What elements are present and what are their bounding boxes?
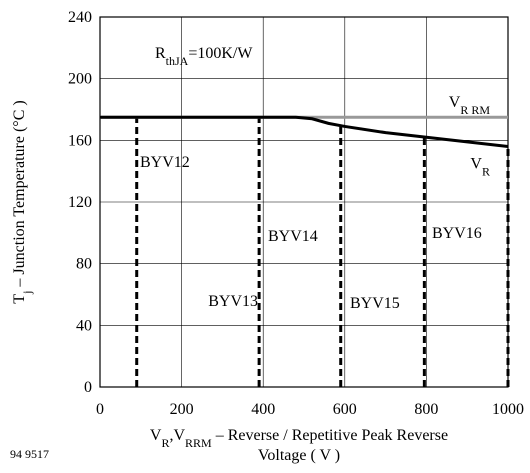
x-tick-label: 800 — [414, 401, 438, 418]
series-label-part: R — [482, 165, 490, 179]
device-label: BYV14 — [268, 228, 318, 245]
x-axis-label: VR,VRRM – Reverse / Repetitive Peak Reve… — [150, 427, 448, 450]
x-tick-label: 0 — [96, 401, 104, 418]
x-tick-label: 400 — [251, 401, 275, 418]
figure-number: 94 9517 — [10, 447, 49, 461]
x-axis-label-part: R — [161, 436, 169, 450]
y-tick-label: 40 — [76, 317, 92, 334]
device-label: BYV16 — [432, 225, 482, 242]
series-label: VR RM — [449, 94, 491, 117]
y-tick-label: 200 — [68, 71, 92, 88]
y-tick-label: 0 — [84, 379, 92, 396]
y-axis-label-part: – Junction Temperature (°C ) — [11, 100, 28, 290]
y-tick-label: 160 — [68, 132, 92, 149]
x-tick-label: 200 — [170, 401, 194, 418]
y-tick-label: 240 — [68, 9, 92, 26]
x-axis-label-part: V — [150, 427, 162, 444]
series-label-part: V — [449, 94, 461, 111]
series-line — [100, 115, 509, 148]
series-label: VR — [470, 156, 490, 179]
device-label: BYV12 — [140, 154, 190, 171]
y-axis-label-part: j — [20, 291, 34, 295]
y-tick-label: 80 — [76, 256, 92, 273]
x-axis-label: Voltage ( V ) — [258, 447, 340, 464]
x-axis-label-part: Voltage ( V ) — [258, 447, 340, 464]
series-label-part: R RM — [460, 103, 490, 117]
annotation: RthJA=100K/W — [155, 45, 253, 68]
annotation-part: R — [155, 45, 166, 62]
annotation-part: =100K/W — [188, 45, 253, 62]
x-axis-label-part: ,V — [169, 427, 185, 444]
x-axis-label-part: – Reverse / Repetitive Peak Reverse — [212, 427, 448, 444]
y-tick-label: 120 — [68, 194, 92, 211]
x-tick-label: 1000 — [492, 401, 524, 418]
y-axis-label-part: T — [11, 294, 28, 304]
x-axis-label-part: RRM — [185, 436, 212, 450]
device-label: BYV13 — [208, 293, 258, 310]
y-axis-label: Tj – Junction Temperature (°C ) — [11, 100, 34, 303]
plot-frame — [99, 16, 509, 388]
device-label: BYV15 — [350, 295, 400, 312]
annotation-part: thJA — [166, 54, 189, 68]
x-tick-label: 600 — [333, 401, 357, 418]
series-label-part: V — [470, 156, 482, 173]
